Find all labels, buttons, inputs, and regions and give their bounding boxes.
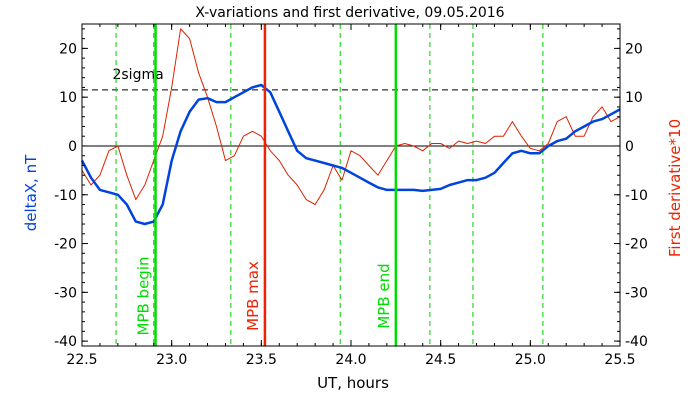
sigma-label: 2sigma	[112, 67, 163, 83]
y-tick-label-left: 0	[68, 139, 77, 155]
y-tick-label-right: -40	[625, 334, 648, 350]
y-tick-label-left: -40	[54, 334, 77, 350]
marker-label: MPB max	[244, 261, 262, 331]
plot-area: 2sigma MPB begin MPB max MPB end 22.5 23.0 23.…	[54, 23, 648, 368]
x-axis-label: UT, hours	[317, 374, 389, 392]
marker-label: MPB begin	[135, 257, 153, 336]
derivative-series-line	[81, 28, 621, 205]
y-tick-label-left: -30	[54, 285, 77, 301]
chart-title: X-variations and first derivative, 09.05…	[195, 5, 504, 21]
y-tick-label-right: 20	[625, 41, 643, 57]
y-tick-label-right: -20	[625, 237, 648, 253]
y-axis-label-left: deltaX, nT	[22, 154, 40, 231]
y-tick-label-left: 20	[59, 41, 77, 57]
y-tick-label-right: 0	[625, 139, 634, 155]
y-tick-label-left: -10	[54, 188, 77, 204]
y-axis-label-right: First derivative*10	[666, 119, 684, 257]
x-tick-label: 25.0	[515, 352, 546, 368]
x-tick-label: 24.0	[335, 352, 366, 368]
x-tick-label: 22.5	[66, 352, 97, 368]
y-tick-label-left: -20	[54, 237, 77, 253]
x-tick-label: 23.0	[156, 352, 187, 368]
y-tick-label-right: -10	[625, 188, 648, 204]
y-tick-label-left: 10	[59, 90, 77, 106]
marker-label: MPB end	[375, 263, 393, 328]
y-tick-label-right: 10	[625, 90, 643, 106]
x-tick-label: 24.5	[425, 352, 456, 368]
deltax-series-line	[80, 83, 621, 226]
y-tick-label-right: -30	[625, 285, 648, 301]
x-tick-label: 25.5	[604, 352, 635, 368]
x-tick-label: 23.5	[246, 352, 277, 368]
